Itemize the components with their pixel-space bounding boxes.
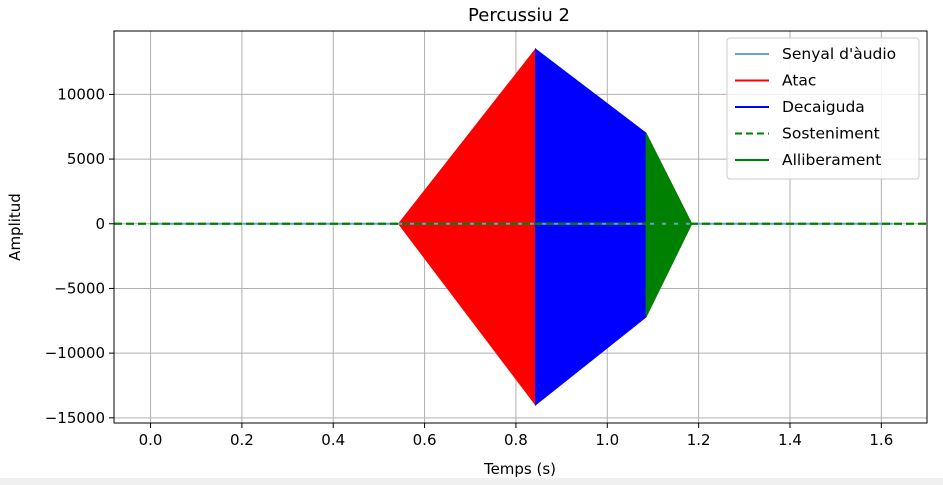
area-decaiguda xyxy=(535,48,647,406)
legend-label: Alliberament xyxy=(782,151,881,169)
chart-title: Percussiu 2 xyxy=(468,5,570,26)
x-tick-label: 1.2 xyxy=(687,431,711,449)
x-axis-label: Temps (s) xyxy=(483,460,556,478)
legend: Senyal d'àudio Atac Decaiguda Sosteniment Al… xyxy=(726,37,920,180)
y-tick-label: −5000 xyxy=(54,279,105,297)
plot-frame xyxy=(113,30,928,424)
legend-label: Atac xyxy=(782,72,816,90)
axis-ticks: 0.0 0.2 0.4 0.6 0.8 1.0 1.2 1.4 1.6 10000 5000 0 −50… xyxy=(45,85,894,449)
y-tick-label: 0 xyxy=(95,215,105,233)
area-atac xyxy=(397,47,537,407)
x-tick-label: 0.8 xyxy=(504,431,528,449)
legend-label: Sosteniment xyxy=(782,125,880,143)
x-tick-label: 0.4 xyxy=(321,431,345,449)
legend-box xyxy=(726,37,920,180)
legend-label: Decaiguda xyxy=(782,98,865,116)
x-tick-label: 0.6 xyxy=(413,431,437,449)
y-axis-label: Amplitud xyxy=(6,193,24,261)
y-tick-label: −15000 xyxy=(45,409,105,427)
x-tick-label: 1.4 xyxy=(778,431,802,449)
x-tick-label: 0.2 xyxy=(230,431,254,449)
y-tick-label: 10000 xyxy=(57,85,105,103)
x-tick-label: 1.0 xyxy=(595,431,619,449)
legend-label: Senyal d'àudio xyxy=(782,45,896,63)
area-alliberament xyxy=(645,132,693,318)
y-tick-label: −10000 xyxy=(45,344,105,362)
x-tick-label: 1.6 xyxy=(869,431,893,449)
plot-marks xyxy=(114,47,927,407)
y-tick-label: 5000 xyxy=(67,150,105,168)
x-tick-label: 0.0 xyxy=(139,431,163,449)
